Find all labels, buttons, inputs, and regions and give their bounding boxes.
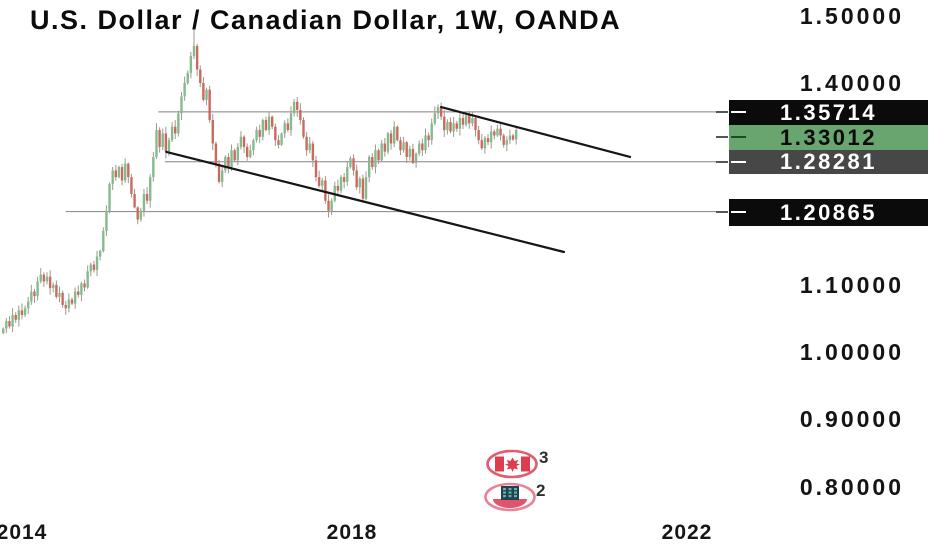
price-label-tick [716,111,728,113]
price-label-tick [716,161,728,163]
price-label-tick [731,161,746,163]
earnings-building-icon[interactable]: 2 [479,481,555,514]
y-tick: 0.80000 [799,474,904,500]
trendline-upper[interactable] [440,105,632,159]
canada-flag-events-icon[interactable]: 3 [482,448,558,481]
x-tick: 2014 [0,521,48,544]
ray-price-label-1: 1.35714 [729,100,928,125]
price-label-tick [731,111,746,113]
events-count-badge: 2 [536,481,546,500]
y-tick: 1.10000 [799,272,904,298]
building-icon [484,482,536,512]
trendlines-layer [165,105,632,254]
events-count-badge: 3 [539,448,549,467]
symbol-title[interactable]: U.S. Dollar / Canadian Dollar, 1W, OANDA [30,5,622,35]
candlestick-canvas[interactable] [0,0,727,550]
x-tick: 2022 [661,521,713,544]
price-label-tick [731,211,746,213]
maple-leaf-icon [505,457,520,472]
x-tick: 2018 [326,521,378,544]
time-scale[interactable]: 2014 2018 2022 [0,519,932,550]
price-scale[interactable]: 1.50000 1.40000 1.10000 1.00000 0.90000 … [740,0,904,550]
y-tick: 0.90000 [799,406,904,432]
canada-flag-icon [486,449,538,479]
trendline-lower[interactable] [165,150,566,254]
y-tick: 1.00000 [799,339,904,365]
price-label-tick [716,136,728,138]
y-tick: 1.40000 [799,70,904,96]
y-tick: 1.50000 [799,3,904,29]
last-price-label: 1.33012 [729,125,928,150]
ray-price-label-3: 1.20865 [729,199,928,226]
price-label-tick [731,136,746,138]
ray-price-label-2: 1.28281 [729,150,928,174]
price-label-tick [716,211,728,213]
